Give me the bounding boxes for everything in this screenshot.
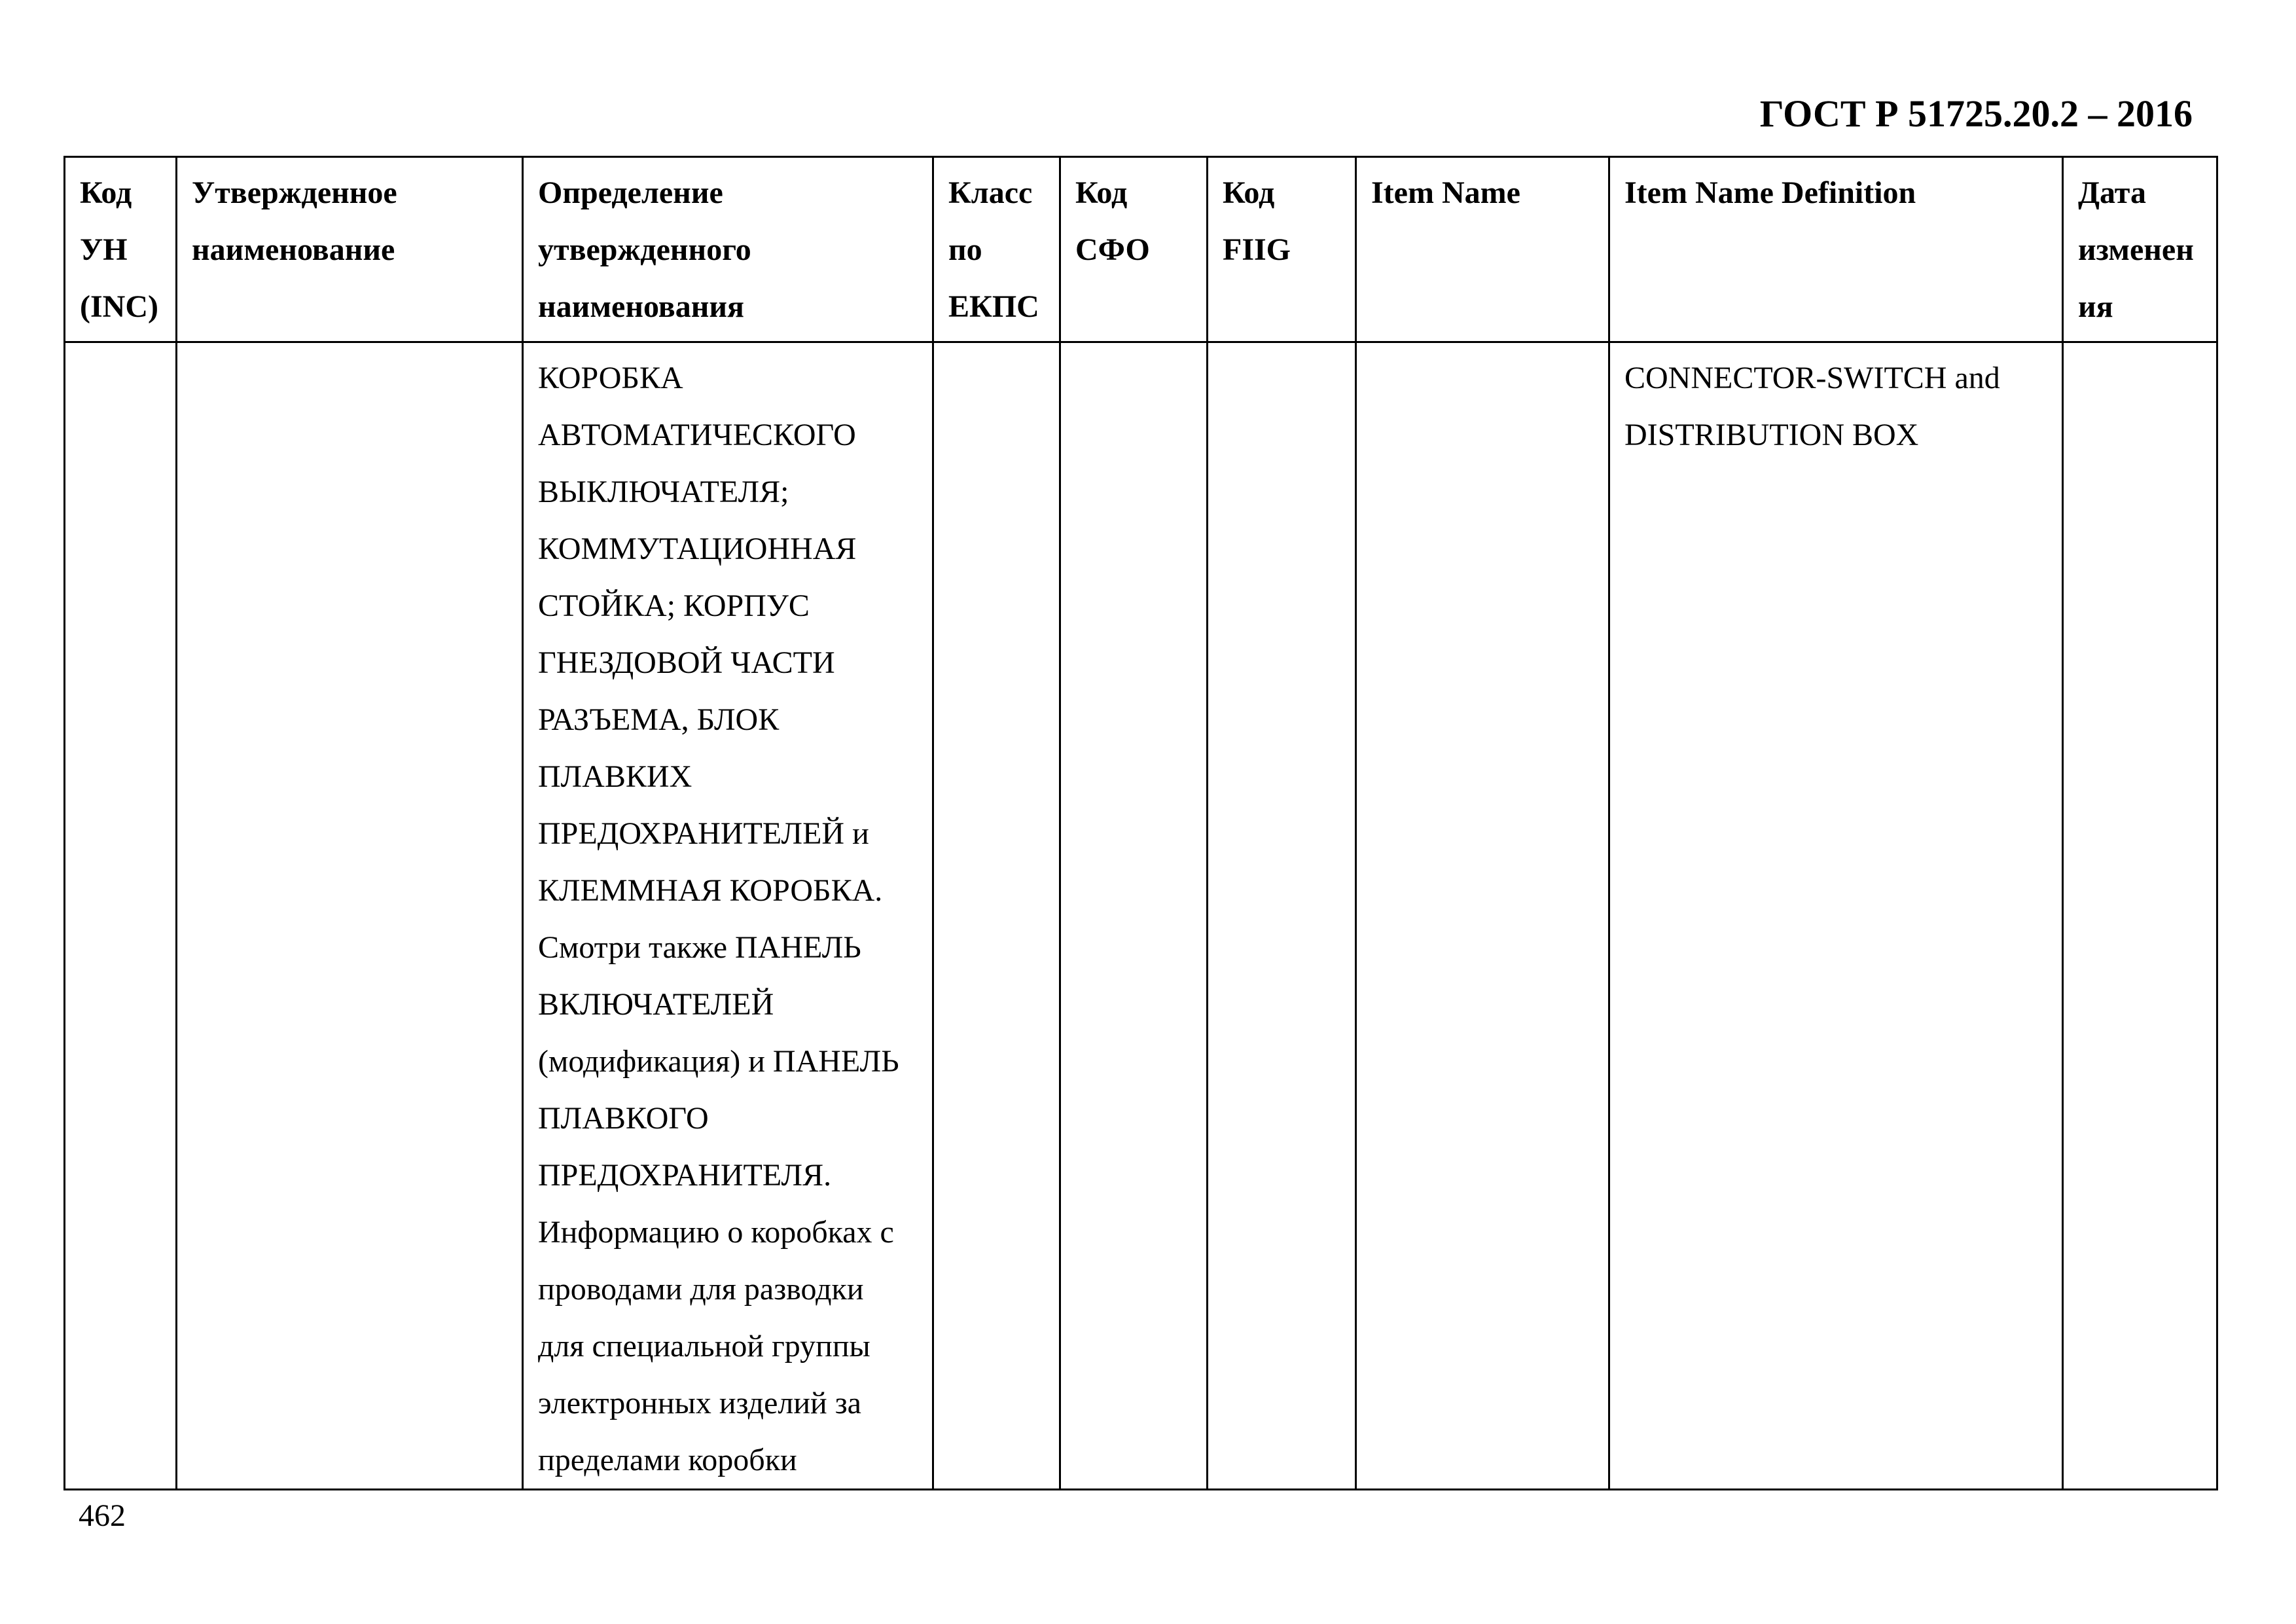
- text-line: изменен: [2078, 232, 2194, 267]
- text-line: ВЫКЛЮЧАТЕЛЯ;: [538, 475, 789, 509]
- text-line: КОММУТАЦИОННАЯ: [538, 532, 857, 566]
- text-line: FIIG: [1223, 232, 1291, 267]
- text-line: Код: [1223, 175, 1275, 210]
- cell-item-name-definition: CONNECTOR-SWITCH and DISTRIBUTION BOX: [1608, 341, 2064, 1490]
- text-line: УН: [80, 232, 128, 267]
- header-sfo-code: Код СФО: [1059, 156, 1208, 343]
- header-change-date: Дата изменен ия: [2062, 156, 2218, 343]
- table-row: КОРОБКА АВТОМАТИЧЕСКОГО ВЫКЛЮЧАТЕЛЯ; КОММУТ…: [63, 341, 2218, 1490]
- page-number: 462: [79, 1498, 126, 1533]
- cell-change-date: [2062, 341, 2218, 1490]
- text-line: (INC): [80, 289, 158, 324]
- cell-fiig-code: [1206, 341, 1357, 1490]
- text-line: ия: [2078, 289, 2113, 324]
- text-line: Определение: [538, 175, 723, 210]
- text-line: электронных изделий за: [538, 1386, 861, 1420]
- text-line: Код: [1075, 175, 1128, 210]
- text-line: Смотри также ПАНЕЛЬ: [538, 930, 861, 965]
- cell-inc: [63, 341, 177, 1490]
- text-line: СТОЙКА; КОРПУС: [538, 588, 810, 623]
- text-line: Класс: [948, 175, 1033, 210]
- header-item-name: Item Name: [1355, 156, 1610, 343]
- text-line: ПЛАВКИХ: [538, 759, 692, 794]
- text-line: ГНЕЗДОВОЙ ЧАСТИ: [538, 645, 835, 680]
- text-line: по: [948, 232, 982, 267]
- header-fiig-code: Код FIIG: [1206, 156, 1357, 343]
- cell-ekps-class: [932, 341, 1061, 1490]
- cell-definition: КОРОБКА АВТОМАТИЧЕСКОГО ВЫКЛЮЧАТЕЛЯ; КОММУТ…: [522, 341, 934, 1490]
- header-item-name-definition: Item Name Definition: [1608, 156, 2064, 343]
- text-line: РАЗЪЕМА, БЛОК: [538, 702, 780, 737]
- text-line: пределами коробки: [538, 1443, 797, 1477]
- text-line: ПРЕДОХРАНИТЕЛЕЙ и: [538, 816, 869, 851]
- text-line: для специальной группы: [538, 1329, 870, 1363]
- text-line: CONNECTOR-SWITCH and: [1624, 361, 2000, 395]
- header-approved-name: Утвержденное наименование: [175, 156, 524, 343]
- text-line: СФО: [1075, 232, 1150, 267]
- cell-item-name: [1355, 341, 1610, 1490]
- catalog-table: Код УН (INC) Утвержденное наименование Опре…: [63, 156, 2218, 1490]
- text-line: Item Name Definition: [1624, 175, 1916, 210]
- text-line: АВТОМАТИЧЕСКОГО: [538, 418, 856, 452]
- text-line: Дата: [2078, 175, 2146, 210]
- text-line: ЕКПС: [948, 289, 1039, 324]
- text-line: Код: [80, 175, 132, 210]
- text-line: утвержденного: [538, 232, 751, 267]
- cell-approved-name: [175, 341, 524, 1490]
- text-line: Item Name: [1371, 175, 1520, 210]
- text-line: наименования: [538, 289, 744, 324]
- text-line: Утвержденное: [192, 175, 397, 210]
- text-line: проводами для разводки: [538, 1272, 864, 1307]
- header-ekps-class: Класс по ЕКПС: [932, 156, 1061, 343]
- document-title: ГОСТ Р 51725.20.2 – 2016: [1759, 92, 2193, 135]
- text-line: КЛЕММНАЯ КОРОБКА.: [538, 873, 883, 908]
- text-line: DISTRIBUTION BOX: [1624, 418, 1919, 452]
- text-line: ВКЛЮЧАТЕЛЕЙ: [538, 987, 774, 1022]
- header-inc: Код УН (INC): [63, 156, 177, 343]
- text-line: наименование: [192, 232, 395, 267]
- header-definition: Определение утвержденного наименования: [522, 156, 934, 343]
- text-line: (модификация) и ПАНЕЛЬ: [538, 1044, 899, 1079]
- text-line: Информацию о коробках с: [538, 1215, 894, 1250]
- cell-sfo-code: [1059, 341, 1208, 1490]
- text-line: ПЛАВКОГО: [538, 1101, 709, 1136]
- text-line: КОРОБКА: [538, 361, 683, 395]
- header-row: Код УН (INC) Утвержденное наименование Опре…: [63, 156, 2218, 343]
- text-line: ПРЕДОХРАНИТЕЛЯ.: [538, 1158, 832, 1193]
